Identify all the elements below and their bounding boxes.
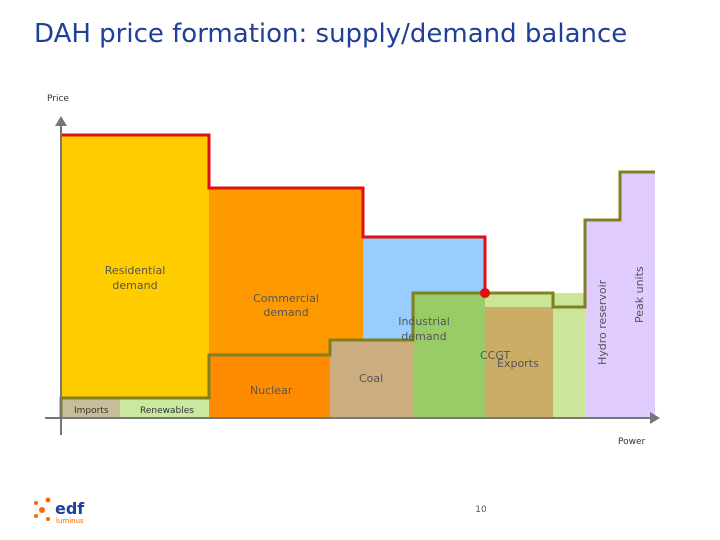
renewables-block [120, 398, 209, 418]
ccgt-block [485, 307, 553, 418]
equilibrium-point [480, 288, 490, 298]
hydro-label: Hydro reservoir [596, 279, 609, 365]
exports-label: Exports [497, 357, 539, 370]
x-arrow [650, 412, 660, 424]
residential-label: demand [112, 279, 157, 292]
commercial-label: demand [263, 306, 308, 319]
blocks [61, 135, 655, 418]
x-axis-label: Power [618, 437, 646, 447]
logo-mark [46, 517, 50, 521]
logo-mark [45, 497, 51, 503]
y-axis-label: Price [47, 94, 69, 104]
logo: edf luminus [34, 497, 85, 525]
coal-block [330, 340, 413, 418]
industrial-label: Industrial [398, 315, 450, 328]
logo-sub: luminus [56, 517, 84, 525]
peak-block [620, 172, 655, 418]
supply-curve [59, 170, 655, 418]
coal-label: Coal [359, 372, 383, 385]
logo-mark [39, 507, 45, 513]
hydro-block [585, 220, 620, 418]
demand-curve [61, 133, 487, 293]
logo-mark [34, 514, 38, 518]
imports-label: Imports [74, 406, 109, 416]
logo-brand: edf [55, 499, 85, 518]
gas-block [413, 293, 485, 418]
nuclear-block [209, 355, 330, 418]
peak-label: Peak units [633, 266, 646, 323]
y-arrow [55, 116, 67, 126]
industrial-label: demand [401, 330, 446, 343]
nuclear-label: Nuclear [250, 384, 293, 397]
title: DAH price formation: supply/demand balan… [34, 19, 627, 49]
renewables-label: Renewables [140, 406, 194, 416]
commercial-label: Commercial [253, 292, 319, 305]
imports-block [61, 398, 120, 418]
residential-block [61, 135, 209, 418]
page-number: 10 [475, 505, 487, 515]
residential-label: Residential [105, 264, 166, 277]
logo-mark [34, 501, 38, 505]
ccgt-label: CCGT [480, 349, 510, 362]
